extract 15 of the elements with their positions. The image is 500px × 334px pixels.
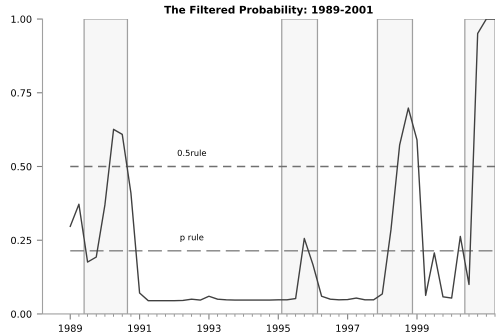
chart-title: The Filtered Probability: 1989-2001	[164, 6, 373, 16]
y-tick-label: 0.50	[11, 162, 32, 170]
ref-line-label: 0.5rule	[178, 150, 206, 156]
x-tick-label: 1991	[128, 324, 152, 332]
x-tick-label: 1999	[406, 324, 429, 332]
y-tick-label: 0.75	[11, 89, 32, 97]
line-series	[70, 19, 495, 302]
ref-line-label: p rule	[180, 234, 204, 242]
x-tick-label: 1989	[58, 324, 82, 332]
x-tick-label: 1993	[198, 324, 221, 332]
x-tick-label: 1997	[336, 324, 360, 332]
x-tick-label: 1995	[266, 324, 290, 332]
y-tick-label: 0.25	[11, 236, 32, 244]
y-tick-label: 0.00	[11, 310, 32, 318]
y-tick-label: 1.00	[12, 16, 32, 23]
